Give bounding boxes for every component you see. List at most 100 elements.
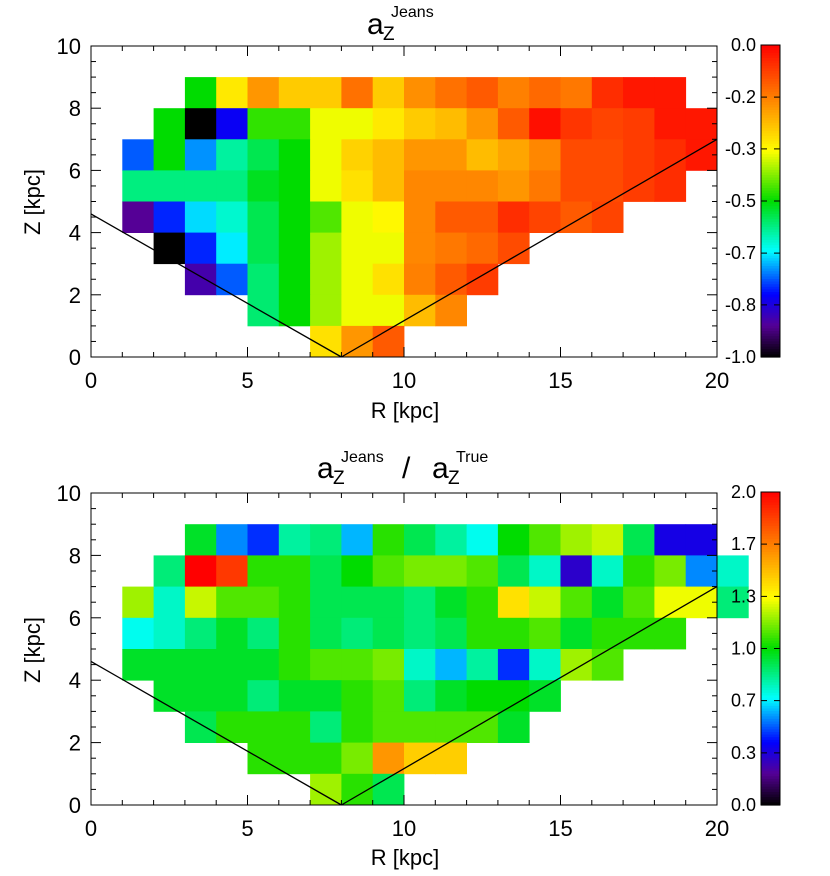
heatmap-cell xyxy=(310,294,342,327)
colorbar-segment xyxy=(761,585,780,590)
heatmap-cell xyxy=(372,325,405,358)
heatmap-cell xyxy=(122,649,154,681)
colorbar-segment xyxy=(761,601,780,605)
colorbar-segment xyxy=(761,86,780,90)
heatmap-cell xyxy=(404,139,436,171)
heatmap-cell xyxy=(404,201,436,233)
colorbar-tick-label: -1.0 xyxy=(725,347,756,367)
colorbar-segment xyxy=(761,260,780,264)
heatmap-cell xyxy=(372,139,405,171)
colorbar-segment xyxy=(761,279,780,283)
x-tick-label: 10 xyxy=(392,368,416,393)
heatmap-cell xyxy=(529,524,561,556)
heatmap-cell xyxy=(466,524,499,556)
x-axis-title-bottom: R [kpc] xyxy=(371,845,439,870)
heatmap-cell xyxy=(497,170,530,202)
heatmap-cell xyxy=(466,201,499,233)
colorbar-segment xyxy=(761,159,780,163)
heatmap-cell xyxy=(153,649,186,681)
heatmap-cell xyxy=(310,77,342,109)
colorbar-tick-label: -0.7 xyxy=(725,243,756,263)
colorbar-segment xyxy=(761,786,780,790)
heatmap-cell xyxy=(184,139,217,171)
heatmap-cell xyxy=(341,649,374,681)
heatmap-cell xyxy=(310,524,342,556)
x-tick-label: 5 xyxy=(241,368,253,393)
heatmap-cell xyxy=(623,108,655,140)
colorbar-segment xyxy=(761,242,780,246)
colorbar-segment xyxy=(761,661,780,665)
colorbar-segment xyxy=(761,325,780,329)
heatmap-cell xyxy=(341,524,374,556)
colorbar-segment xyxy=(761,107,780,111)
colorbar-segment xyxy=(761,258,780,262)
colorbar-segment xyxy=(761,81,780,85)
colorbar-segment xyxy=(761,221,780,225)
colorbar-segment xyxy=(761,731,780,736)
heatmap-cell xyxy=(404,108,436,140)
colorbar-segment xyxy=(761,515,780,519)
colorbar-segment xyxy=(761,154,780,158)
colorbar-segment xyxy=(761,658,780,663)
colorbar-segment xyxy=(761,671,780,676)
heatmap-cell xyxy=(404,649,436,681)
colorbar-segment xyxy=(761,760,780,764)
heatmap-cell xyxy=(372,201,405,233)
colorbar-segment xyxy=(761,640,780,644)
colorbar-segment xyxy=(761,771,780,775)
heatmap-cell xyxy=(216,586,248,619)
boundary-line xyxy=(341,586,718,806)
colorbar-segment xyxy=(761,346,780,350)
colorbar-tick-label: 0.0 xyxy=(731,795,756,815)
colorbar-segment xyxy=(761,240,780,244)
colorbar-segment xyxy=(761,682,780,686)
colorbar-segment xyxy=(761,656,780,660)
colorbar-segment xyxy=(761,73,780,77)
colorbar-segment xyxy=(761,583,780,587)
colorbar-segment xyxy=(761,245,780,249)
heatmap-cell xyxy=(654,139,687,171)
heatmap-top-cells xyxy=(122,77,718,358)
colorbar-segment xyxy=(761,645,780,650)
colorbar-segment xyxy=(761,331,780,335)
colorbar-segment xyxy=(761,538,780,543)
heatmap-cell xyxy=(497,108,530,140)
colorbar-segment xyxy=(761,164,780,168)
colorbar-segment xyxy=(761,518,780,522)
colorbar-segment xyxy=(761,721,780,725)
heatmap-cell xyxy=(184,586,217,619)
colorbar-segment xyxy=(761,768,780,772)
heatmap-cell xyxy=(153,201,186,233)
heatmap-cell xyxy=(560,524,593,556)
colorbar-segment xyxy=(761,229,780,233)
heatmap-cell xyxy=(623,77,655,109)
colorbar-segment xyxy=(761,310,780,314)
heatmap-cell xyxy=(216,77,248,109)
heatmap-cell xyxy=(247,649,280,681)
heatmap-cell xyxy=(184,711,217,743)
colorbar-segment xyxy=(761,802,780,806)
colorbar-segment xyxy=(761,117,780,121)
colorbar-segment xyxy=(761,45,780,49)
chart-top-title: a Z Jeans xyxy=(367,4,434,45)
colorbar-segment xyxy=(761,494,780,498)
colorbar-tick-label: -0.3 xyxy=(725,139,756,159)
heatmap-cell xyxy=(435,170,467,202)
heatmap-cell xyxy=(184,201,217,233)
heatmap-cell xyxy=(435,649,467,681)
colorbar-segment xyxy=(761,797,780,801)
heatmap-cell xyxy=(435,232,467,265)
colorbar-segment xyxy=(761,776,780,780)
colorbar-segment xyxy=(761,763,780,767)
heatmap-cell xyxy=(623,170,655,202)
y-axis-bottom-ticks: 0 2 4 6 8 10 xyxy=(57,481,717,818)
colorbar-segment xyxy=(761,146,780,150)
colorbar-segment xyxy=(761,195,780,199)
chart-bottom-title-left-sub: Z xyxy=(333,468,345,489)
heatmap-cell xyxy=(247,263,280,296)
heatmap-cell xyxy=(591,524,624,556)
colorbar-segment xyxy=(761,58,780,62)
y-tick-label: 0 xyxy=(69,793,81,818)
heatmap-cell xyxy=(435,711,467,743)
heatmap-cell xyxy=(497,232,530,265)
